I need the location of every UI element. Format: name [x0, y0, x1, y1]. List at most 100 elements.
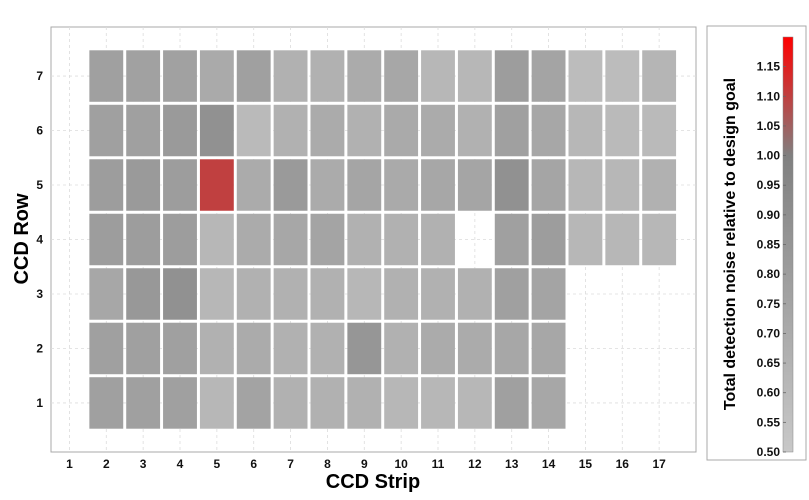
heatmap-cell-r2-s8 [310, 322, 345, 375]
heatmap-cell-r5-s4 [163, 159, 197, 211]
colorbar-tick-label: 0.65 [757, 356, 781, 370]
heatmap-cell-r6-s6 [236, 104, 271, 157]
heatmap-cell-r1-s5 [199, 377, 234, 429]
heatmap-cell-r6-s7 [273, 104, 308, 157]
heatmap-cell-r3-s3 [126, 268, 161, 320]
heatmap-cell-r6-s5 [199, 104, 234, 157]
y-tick-label: 2 [36, 341, 43, 355]
heatmap-cell-r7-s2 [89, 50, 124, 102]
heatmap-cell-r7-s8 [310, 50, 345, 102]
heatmap-cell-r5-s17 [642, 159, 677, 211]
heatmap-cell-r6-s11 [421, 104, 455, 157]
heatmap-cell-r7-s12 [457, 50, 492, 102]
heatmap-cell-r1-s8 [310, 377, 345, 429]
x-tick-label: 5 [214, 457, 221, 471]
heatmap-cell-r1-s11 [421, 377, 455, 429]
heatmap-cell-r1-s10 [384, 377, 419, 429]
heatmap-cell-r1-s4 [163, 377, 197, 429]
heatmap-cell-r1-s2 [89, 377, 124, 429]
heatmap-cell-r3-s9 [347, 268, 382, 320]
heatmap-cell-r3-s10 [384, 268, 419, 320]
heatmap-cell-r6-s17 [642, 104, 677, 157]
y-axis-title: CCD Row [11, 193, 33, 285]
x-tick-label: 6 [250, 457, 257, 471]
heatmap-cell-r7-s4 [163, 50, 197, 102]
x-tick-label: 16 [616, 457, 630, 471]
heatmap-cell-r2-s12 [457, 322, 492, 375]
heatmap-cell-r6-s4 [163, 104, 197, 157]
heatmap-cell-r4-s4 [163, 213, 197, 266]
x-tick-label: 7 [287, 457, 294, 471]
heatmap-cell-r1-s6 [236, 377, 271, 429]
heatmap-cell-r4-s10 [384, 213, 419, 266]
x-tick-label: 14 [542, 457, 556, 471]
heatmap-cell-r2-s11 [421, 322, 455, 375]
heatmap-cell-r1-s3 [126, 377, 161, 429]
heatmap-cell-r7-s9 [347, 50, 382, 102]
heatmap-cell-r4-s8 [310, 213, 345, 266]
heatmap-cell-r3-s4 [163, 268, 197, 320]
y-tick-label: 3 [36, 287, 43, 301]
heatmap-cell-r7-s15 [568, 50, 603, 102]
x-tick-label: 9 [361, 457, 368, 471]
heatmap-cell-r3-s13 [494, 268, 529, 320]
x-tick-label: 12 [468, 457, 482, 471]
y-tick-label: 7 [36, 69, 43, 83]
heatmap-cell-r7-s11 [421, 50, 455, 102]
heatmap-cell-r1-s7 [273, 377, 308, 429]
colorbar-tick-label: 1.10 [757, 89, 781, 103]
heatmap-cell-r4-s2 [89, 213, 124, 266]
x-tick-label: 11 [432, 457, 445, 471]
heatmap-cell-r7-s17 [642, 50, 677, 102]
heatmap-cell-r5-s16 [605, 159, 640, 211]
colorbar-tick-label: 0.70 [757, 326, 781, 340]
x-tick-labels: 1 2 3 4 5 6 7 8 9 10 11 12 13 14 15 16 17 [66, 457, 666, 471]
colorbar-tick-label: 0.60 [757, 386, 781, 400]
heatmap-cell-r3-s14 [531, 268, 566, 320]
y-tick-label: 6 [36, 124, 43, 138]
heatmap-cell-r6-s8 [310, 104, 345, 157]
colorbar-tick-label: 0.95 [757, 178, 781, 192]
heatmap-cell-r3-s11 [421, 268, 455, 320]
heatmap-cell-r4-s5 [199, 213, 234, 266]
heatmap-cell-r7-s10 [384, 50, 419, 102]
heatmap-cell-r5-s2 [89, 159, 124, 211]
heatmap-cell-r4-s14 [531, 213, 566, 266]
heatmap-cells [89, 50, 677, 429]
colorbar-tick-label: 0.85 [757, 238, 781, 252]
x-tick-label: 4 [177, 457, 184, 471]
heatmap-cell-r5-s10 [384, 159, 419, 211]
x-tick-label: 15 [579, 457, 593, 471]
heatmap-cell-r6-s12 [457, 104, 492, 157]
heatmap-cell-r3-s7 [273, 268, 308, 320]
heatmap-cell-r5-s15 [568, 159, 603, 211]
heatmap-cell-r5-s12 [457, 159, 492, 211]
heatmap-cell-r7-s7 [273, 50, 308, 102]
x-tick-label: 8 [324, 457, 331, 471]
colorbar-tick-label: 0.75 [757, 297, 781, 311]
x-tick-label: 10 [394, 457, 408, 471]
heatmap-cell-r1-s9 [347, 377, 382, 429]
y-tick-label: 5 [36, 178, 43, 192]
heatmap-cell-r4-s17 [642, 213, 677, 266]
heatmap-cell-r3-s6 [236, 268, 271, 320]
heatmap-cell-r4-s13 [494, 213, 529, 266]
heatmap-cell-r6-s15 [568, 104, 603, 157]
colorbar: 0.50 0.55 0.60 0.65 0.70 0.75 0.80 0.85 0.90 0.95… [706, 25, 807, 461]
heatmap-cell-r5-s9 [347, 159, 382, 211]
heatmap-cell-r6-s14 [531, 104, 566, 157]
heatmap-cell-r7-s16 [605, 50, 640, 102]
heatmap-cell-r6-s16 [605, 104, 640, 157]
heatmap-cell-r5-s5 [199, 159, 234, 211]
heatmap-cell-r6-s3 [126, 104, 161, 157]
heatmap-cell-r5-s11 [421, 159, 455, 211]
heatmap-cell-r4-s9 [347, 213, 382, 266]
colorbar-tick-label: 1.05 [757, 119, 781, 133]
heatmap-cell-r4-s7 [273, 213, 308, 266]
x-axis-title: CCD Strip [326, 471, 420, 493]
heatmap-cell-r6-s10 [384, 104, 419, 157]
heatmap-cell-r2-s2 [89, 322, 124, 375]
colorbar-tick-label: 0.55 [757, 415, 781, 429]
heatmap-cell-r2-s14 [531, 322, 566, 375]
